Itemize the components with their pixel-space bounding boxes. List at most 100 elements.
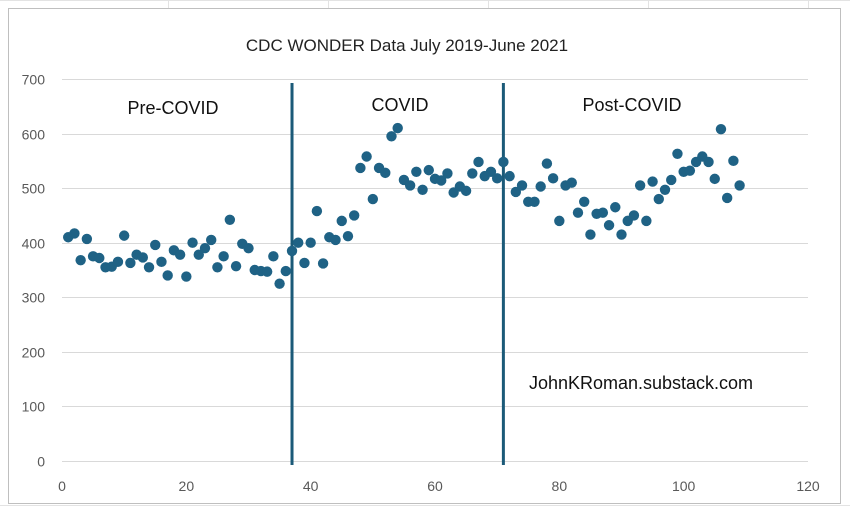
x-axis: 0 20 40 60 80 100 120 — [58, 478, 820, 494]
data-point — [467, 168, 478, 179]
period-dividers — [290, 83, 505, 465]
x-tick-label: 40 — [303, 478, 319, 494]
data-point — [386, 131, 397, 142]
data-point — [541, 158, 553, 169]
annotation-covid: COVID — [371, 95, 428, 115]
x-tick-label: 60 — [427, 478, 443, 494]
x-tick-label: 80 — [552, 478, 568, 494]
data-point — [299, 257, 310, 269]
data-point — [610, 202, 621, 213]
data-point — [516, 180, 528, 191]
y-tick-label: 300 — [22, 290, 46, 306]
y-tick-label: 500 — [22, 181, 46, 197]
data-point — [206, 234, 217, 246]
y-axis: 0 100 200 300 400 500 600 700 — [22, 72, 46, 470]
data-point — [162, 270, 173, 281]
data-point — [367, 193, 379, 205]
data-point — [603, 220, 615, 231]
data-point — [75, 254, 86, 266]
data-point — [69, 228, 80, 239]
x-tick-label: 100 — [672, 478, 696, 494]
data-point — [125, 257, 136, 269]
data-point — [174, 249, 186, 260]
data-point — [473, 156, 484, 168]
annotation-post-covid: Post-COVID — [582, 95, 681, 115]
data-point — [417, 184, 428, 195]
data-point — [311, 205, 323, 217]
data-point — [659, 184, 671, 195]
chart-area[interactable] — [8, 8, 841, 504]
data-point — [212, 262, 223, 273]
data-point — [728, 155, 739, 167]
data-point — [597, 207, 609, 218]
data-point — [81, 233, 93, 245]
data-point — [616, 229, 627, 240]
data-point — [734, 180, 745, 191]
data-point — [305, 237, 316, 248]
data-point — [411, 166, 422, 177]
data-point — [199, 242, 211, 254]
data-point — [230, 260, 242, 272]
data-point — [703, 156, 714, 168]
data-point — [442, 168, 453, 179]
data-point — [529, 196, 540, 207]
data-point — [268, 251, 279, 262]
data-point — [150, 239, 161, 251]
data-point — [112, 256, 124, 268]
data-point — [666, 174, 677, 186]
data-point — [634, 180, 646, 191]
data-point — [535, 181, 546, 192]
data-point — [510, 186, 522, 198]
data-point — [330, 234, 341, 246]
data-point — [218, 251, 229, 262]
y-tick-label: 700 — [22, 72, 46, 88]
data-point — [181, 271, 192, 282]
x-tick-label: 0 — [58, 478, 66, 494]
data-point — [647, 176, 658, 187]
data-point — [94, 252, 105, 264]
data-point — [547, 173, 559, 184]
data-point — [342, 230, 354, 242]
data-point — [404, 180, 416, 191]
data-point — [187, 237, 198, 248]
data-point — [261, 266, 273, 277]
annotation-pre-covid: Pre-COVID — [127, 98, 218, 118]
data-point — [193, 249, 204, 260]
data-points — [63, 122, 745, 289]
data-point — [355, 162, 366, 174]
data-point — [672, 148, 683, 159]
data-point — [380, 167, 391, 179]
data-point — [653, 193, 664, 205]
data-point — [554, 215, 565, 227]
chart-title: CDC WONDER Data July 2019-June 2021 — [246, 36, 568, 55]
data-point — [348, 210, 360, 221]
y-tick-label: 0 — [37, 454, 45, 470]
data-point — [286, 245, 298, 257]
data-point — [436, 175, 447, 186]
data-point — [504, 170, 515, 182]
data-point — [498, 156, 509, 168]
data-point — [143, 262, 155, 273]
data-point — [715, 124, 727, 135]
data-point — [243, 242, 254, 254]
data-point — [118, 230, 130, 241]
data-point — [392, 122, 403, 134]
data-point — [628, 210, 640, 221]
data-point — [460, 185, 472, 197]
data-point — [579, 196, 590, 207]
x-tick-label: 20 — [179, 478, 195, 494]
x-tick-label: 120 — [796, 478, 820, 494]
data-point — [485, 166, 497, 177]
y-tick-label: 200 — [22, 345, 46, 361]
annotation-source: JohnKRoman.substack.com — [529, 373, 753, 393]
data-point — [361, 151, 372, 162]
data-point — [156, 256, 167, 268]
y-tick-label: 600 — [22, 127, 46, 143]
y-tick-label: 400 — [22, 236, 46, 252]
data-point — [224, 214, 236, 225]
data-point — [491, 173, 503, 184]
data-point — [317, 258, 329, 269]
data-point — [641, 215, 652, 227]
